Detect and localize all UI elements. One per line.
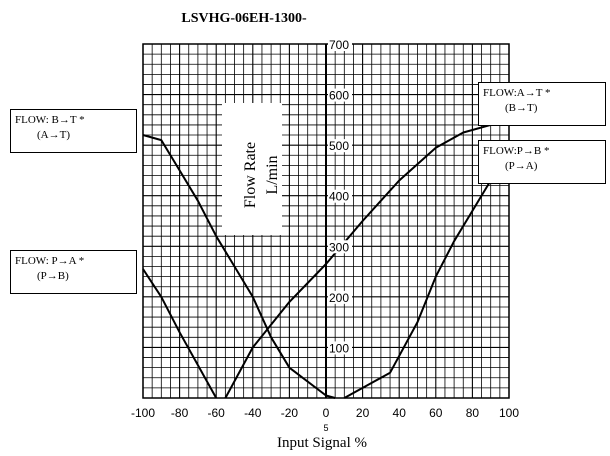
annotation-line1: FLOW:A→T * [483, 87, 551, 99]
y-tick-label: 400 [329, 190, 349, 204]
x-tick-label: 0 [323, 406, 330, 420]
x-tick-label: 60 [429, 406, 443, 420]
annotation-line2: (A→T) [37, 129, 70, 141]
annotation-line1: FLOW: P→A * [15, 255, 85, 267]
y-tick-label: 500 [329, 139, 349, 153]
chart-series [142, 121, 510, 399]
series-line-3 [224, 121, 510, 399]
annotation-line2: (P→A) [505, 160, 538, 172]
series-line-2 [142, 268, 218, 399]
y-tick-background [328, 189, 352, 203]
x-tick-label: -20 [281, 406, 299, 420]
y-tick-background [328, 290, 352, 304]
x-axis-label: Input Signal % [277, 435, 367, 451]
ylabel-background-rect [222, 103, 282, 235]
y-axis-label-line1: Flow Rate [242, 142, 259, 208]
ylabel-background [222, 103, 282, 235]
y-tick-background [328, 240, 352, 254]
x-tick-label: 20 [356, 406, 370, 420]
y-tick-label: 300 [329, 240, 349, 254]
series-line-1 [142, 134, 336, 399]
series-line-4 [343, 149, 510, 399]
y-tick-background [328, 38, 352, 51]
x-tick-label: -100 [131, 406, 155, 420]
annotation-line2: (B→T) [505, 102, 538, 114]
annotation-flow-p-to-b: FLOW:P→B * (P→A) [478, 140, 606, 184]
x-tick-label: 40 [393, 406, 407, 420]
annotation-line2: (P→B) [37, 270, 69, 282]
y-axis-unit: L/min [264, 155, 281, 194]
x-extra-tick-label: 5 [323, 423, 328, 433]
y-axis-label-line2: L/min [264, 155, 281, 194]
x-tick-label: -80 [171, 406, 189, 420]
x-tick-label: 100 [499, 406, 519, 420]
x-tick-label: -40 [244, 406, 262, 420]
y-tick-label: 600 [329, 89, 349, 103]
y-tick-background [328, 88, 352, 102]
y-tick-label: 100 [329, 341, 349, 355]
y-tick-label: 700 [329, 38, 349, 52]
y-axis-label: Flow Rate [242, 142, 259, 208]
annotation-flow-a-to-t: FLOW:A→T * (B→T) [478, 82, 606, 126]
x-tick-label: 80 [466, 406, 480, 420]
annotation-flow-p-to-a: FLOW: P→A * (P→B) [10, 250, 137, 294]
annotation-flow-b-to-t: FLOW: B→T * (A→T) [10, 109, 137, 153]
chart-tick-labels: 100 200 300 400 500 600 700 -100 -80 -60 -40 -20 0 20… [131, 38, 519, 433]
y-tick-label: 200 [329, 291, 349, 305]
chart-title: LSVHG-06EH-1300- [181, 11, 307, 26]
y-tick-background [328, 139, 352, 153]
annotation-line1: FLOW:P→B * [483, 145, 550, 157]
annotation-line1: FLOW: B→T * [15, 114, 85, 126]
y-tick-background [328, 341, 352, 355]
x-tick-label: -60 [208, 406, 226, 420]
